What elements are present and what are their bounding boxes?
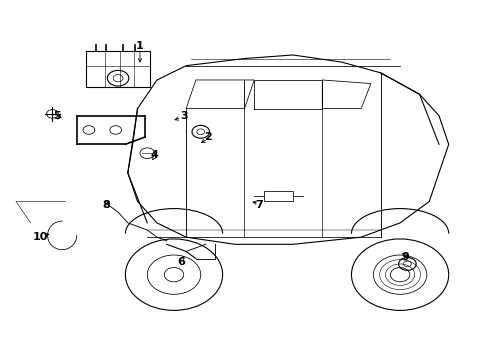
FancyBboxPatch shape (86, 51, 149, 87)
Text: 3: 3 (180, 111, 187, 121)
Text: 6: 6 (177, 257, 185, 267)
Text: 8: 8 (102, 200, 110, 210)
FancyBboxPatch shape (264, 191, 292, 202)
Text: 7: 7 (255, 200, 263, 210)
Text: 9: 9 (400, 252, 408, 262)
Text: 5: 5 (53, 111, 61, 121)
Text: 4: 4 (150, 150, 158, 160)
Text: 2: 2 (204, 132, 211, 142)
Text: 10: 10 (33, 232, 48, 242)
Text: 1: 1 (136, 41, 143, 51)
